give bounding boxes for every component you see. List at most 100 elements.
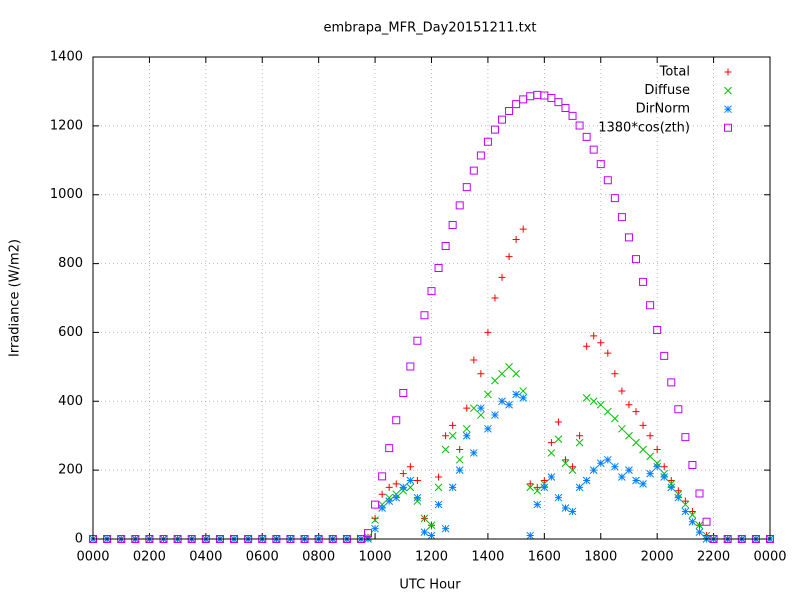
- point: [413, 493, 422, 502]
- x-tick-label: 0400: [189, 550, 222, 565]
- point: [449, 421, 457, 429]
- point: [681, 500, 690, 509]
- point: [569, 463, 577, 471]
- point: [533, 500, 542, 509]
- point: [484, 424, 492, 433]
- point: [695, 489, 704, 498]
- point: [392, 416, 401, 425]
- x-tick-label: 0000: [76, 550, 109, 565]
- point: [512, 235, 520, 243]
- point: [624, 233, 633, 242]
- plot-border: [92, 56, 771, 540]
- y-tick-label: 1200: [50, 118, 83, 133]
- y-tick-label: 200: [58, 463, 83, 478]
- point: [561, 504, 570, 512]
- point: [392, 480, 400, 488]
- point: [568, 111, 577, 120]
- point: [413, 336, 422, 345]
- point: [519, 225, 527, 233]
- point: [434, 483, 443, 492]
- point: [554, 418, 562, 426]
- point: [674, 493, 683, 502]
- point: [455, 466, 464, 474]
- point: [427, 531, 436, 540]
- legend-label: Total: [659, 65, 690, 80]
- point: [519, 387, 528, 395]
- point: [187, 535, 196, 543]
- point: [590, 332, 598, 340]
- point: [589, 397, 598, 406]
- point: [173, 535, 182, 543]
- point: [674, 487, 682, 495]
- point: [406, 483, 415, 492]
- point: [653, 326, 662, 335]
- point: [462, 431, 471, 440]
- point: [498, 397, 506, 406]
- point: [385, 483, 393, 491]
- point: [420, 514, 429, 523]
- point: [533, 486, 542, 495]
- point: [596, 400, 605, 409]
- x-tick-label: 0200: [133, 550, 166, 565]
- point: [632, 476, 640, 485]
- point: [561, 459, 570, 468]
- point: [427, 287, 436, 296]
- point: [576, 432, 584, 440]
- point: [688, 460, 697, 469]
- point: [540, 483, 549, 492]
- point: [660, 351, 669, 360]
- point: [462, 183, 471, 192]
- point: [512, 390, 520, 399]
- point: [688, 511, 697, 519]
- legend-label: 1380*cos(zth): [598, 120, 690, 135]
- point: [561, 103, 570, 112]
- point: [413, 476, 421, 484]
- point: [131, 535, 140, 543]
- point: [392, 493, 401, 502]
- point: [505, 363, 513, 371]
- point: [399, 470, 407, 478]
- point: [603, 176, 612, 185]
- point: [406, 476, 415, 485]
- point: [681, 497, 689, 505]
- point: [477, 370, 485, 378]
- point: [484, 390, 492, 399]
- point: [89, 535, 97, 543]
- point: [483, 137, 492, 146]
- legend-marker: [724, 123, 732, 132]
- x-tick-label: 2200: [697, 550, 730, 565]
- point: [117, 535, 126, 543]
- point: [463, 404, 471, 412]
- point: [434, 264, 443, 273]
- point: [660, 463, 668, 471]
- point: [145, 535, 154, 543]
- point: [667, 483, 676, 492]
- legend: Total Diffuse DirNorm 1380*cos(zth): [598, 65, 732, 135]
- point: [371, 500, 380, 509]
- point: [159, 535, 168, 543]
- point: [498, 273, 506, 281]
- point: [618, 424, 626, 433]
- y-tick-label: 400: [58, 394, 83, 409]
- point: [603, 455, 612, 464]
- point: [589, 466, 598, 474]
- point: [385, 444, 394, 453]
- point: [477, 411, 485, 419]
- x-tick-label: 2000: [641, 550, 674, 565]
- point: [667, 378, 676, 387]
- point: [597, 339, 605, 347]
- point: [258, 535, 267, 543]
- point: [484, 328, 492, 336]
- point: [660, 473, 669, 481]
- point: [448, 431, 457, 440]
- point: [582, 132, 591, 141]
- point: [505, 400, 513, 409]
- legend-marker: [724, 105, 732, 114]
- point: [611, 370, 619, 378]
- point: [230, 535, 239, 543]
- point: [540, 476, 548, 484]
- point: [618, 473, 626, 481]
- point: [611, 414, 619, 423]
- legend-marker: [724, 68, 732, 76]
